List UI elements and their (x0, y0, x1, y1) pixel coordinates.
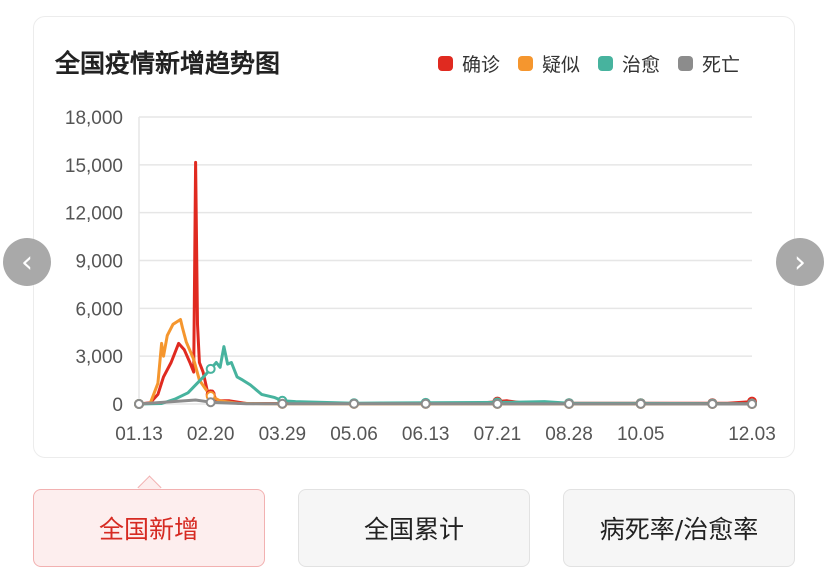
legend-swatch (678, 56, 694, 71)
data-point-marker (205, 397, 216, 408)
series-line-确诊 (138, 160, 753, 406)
data-point-marker (205, 363, 216, 374)
chart-title: 全国疫情新增趋势图 (55, 49, 281, 78)
legend-item[interactable]: 死亡 (678, 50, 740, 77)
legend: 确诊 疑似 治愈 死亡 (438, 50, 740, 77)
data-point-marker (349, 398, 360, 409)
y-tick-label: 18,000 (65, 108, 123, 129)
legend-item[interactable]: 治愈 (598, 50, 660, 77)
x-tick-label: 01.13 (115, 424, 163, 445)
tab-national-cumulative[interactable]: 全国累计 (298, 489, 530, 567)
x-tick-label: 07.21 (474, 424, 522, 445)
y-tick-label: 15,000 (65, 156, 123, 177)
tab-national-new[interactable]: 全国新增 (33, 489, 265, 567)
y-tick-label: 12,000 (65, 204, 123, 225)
y-tick-label: 6,000 (75, 299, 123, 320)
legend-item[interactable]: 确诊 (438, 50, 500, 77)
data-point-marker (134, 399, 144, 409)
data-point-marker (277, 398, 288, 409)
x-tick-label: 12.03 (728, 424, 776, 445)
y-tick-label: 0 (112, 395, 123, 416)
y-tick-label: 9,000 (75, 252, 123, 273)
series-line-疑似 (138, 318, 753, 406)
x-tick-label: 06.13 (402, 424, 450, 445)
legend-label: 确诊 (462, 54, 501, 76)
legend-swatch (598, 56, 614, 71)
data-point-marker (747, 399, 757, 409)
legend-label: 疑似 (542, 54, 581, 76)
data-point-marker (492, 398, 503, 409)
y-tick-label: 3,000 (75, 347, 123, 368)
legend-label: 死亡 (702, 54, 741, 76)
data-point-marker (707, 398, 718, 409)
data-point-marker (564, 398, 575, 409)
x-tick-label: 03.29 (259, 424, 307, 445)
chevron-left-icon[interactable]: ‹ (3, 238, 51, 286)
data-point-marker (420, 398, 431, 409)
legend-label: 治愈 (622, 54, 661, 76)
data-point-marker (635, 398, 646, 409)
x-tick-label: 10.05 (617, 424, 665, 445)
legend-swatch (438, 56, 453, 71)
legend-swatch (518, 56, 534, 71)
x-tick-label: 08.28 (545, 424, 593, 445)
x-tick-label: 02.20 (187, 424, 235, 445)
legend-item[interactable]: 疑似 (518, 50, 580, 77)
tab-fatality-cure-rate[interactable]: 病死率/治愈率 (563, 489, 795, 567)
series-line-治愈 (138, 345, 753, 406)
x-tick-label: 05.06 (330, 424, 378, 445)
chevron-right-icon[interactable]: › (776, 238, 824, 286)
